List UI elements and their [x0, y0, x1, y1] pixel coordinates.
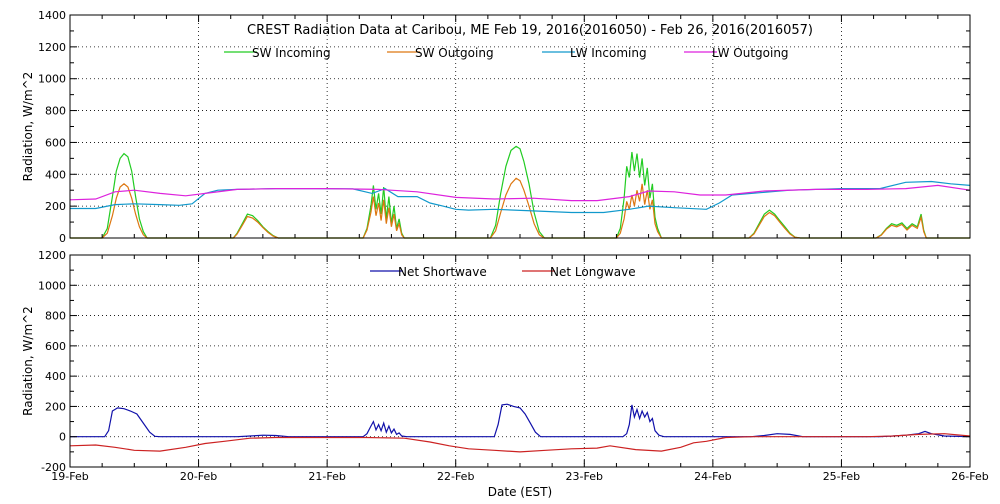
series-line-1-3 [70, 180, 971, 214]
y-axis-label: Radiation, W/m^2 [21, 72, 35, 182]
legend-label: LW Outgoing [712, 46, 789, 60]
y-tick-label: 600 [45, 340, 66, 353]
x-tick-label: 21-Feb [308, 470, 345, 483]
legend-label: LW Incoming [570, 46, 647, 60]
x-tick-label: 25-Feb [823, 470, 860, 483]
series-line-1-1 [70, 145, 970, 239]
series-line-2-2 [69, 433, 971, 453]
plot-frame [69, 14, 971, 239]
legend-label: Net Longwave [550, 265, 636, 279]
x-tick-label: 19-Feb [51, 470, 88, 483]
series-line-1-4 [69, 184, 971, 202]
x-tick-label: 23-Feb [566, 470, 603, 483]
y-tick-label: 200 [45, 400, 66, 413]
y-tick-label: 400 [45, 370, 66, 383]
y-tick-label: 800 [45, 105, 66, 118]
y-tick-label: 800 [45, 310, 66, 323]
y-tick-label: 0 [59, 431, 66, 444]
y-axis-label: Radiation, W/m^2 [21, 306, 35, 416]
series-line-1-2 [70, 177, 970, 239]
legend-label: SW Outgoing [415, 46, 494, 60]
y-tick-label: 600 [45, 136, 66, 149]
y-tick-label: 1200 [38, 249, 66, 262]
legend-label: Net Shortwave [398, 265, 487, 279]
y-tick-label: -200 [41, 461, 66, 474]
series-line-2-1 [70, 403, 971, 438]
x-tick-label: 26-Feb [951, 470, 988, 483]
y-tick-label: 1200 [38, 41, 66, 54]
legend-label: SW Incoming [252, 46, 331, 60]
y-tick-label: 0 [59, 232, 66, 245]
plot-frame [69, 254, 971, 468]
y-tick-label: 1400 [38, 9, 66, 22]
x-axis-label: Date (EST) [488, 485, 552, 499]
y-tick-label: 1000 [38, 279, 66, 292]
x-tick-label: 20-Feb [180, 470, 217, 483]
y-tick-label: 1000 [38, 73, 66, 86]
x-tick-label: 22-Feb [437, 470, 474, 483]
y-tick-label: 400 [45, 168, 66, 181]
y-tick-label: 200 [45, 200, 66, 213]
chart-title: CREST Radiation Data at Caribou, ME Feb … [247, 23, 813, 38]
x-tick-label: 24-Feb [694, 470, 731, 483]
